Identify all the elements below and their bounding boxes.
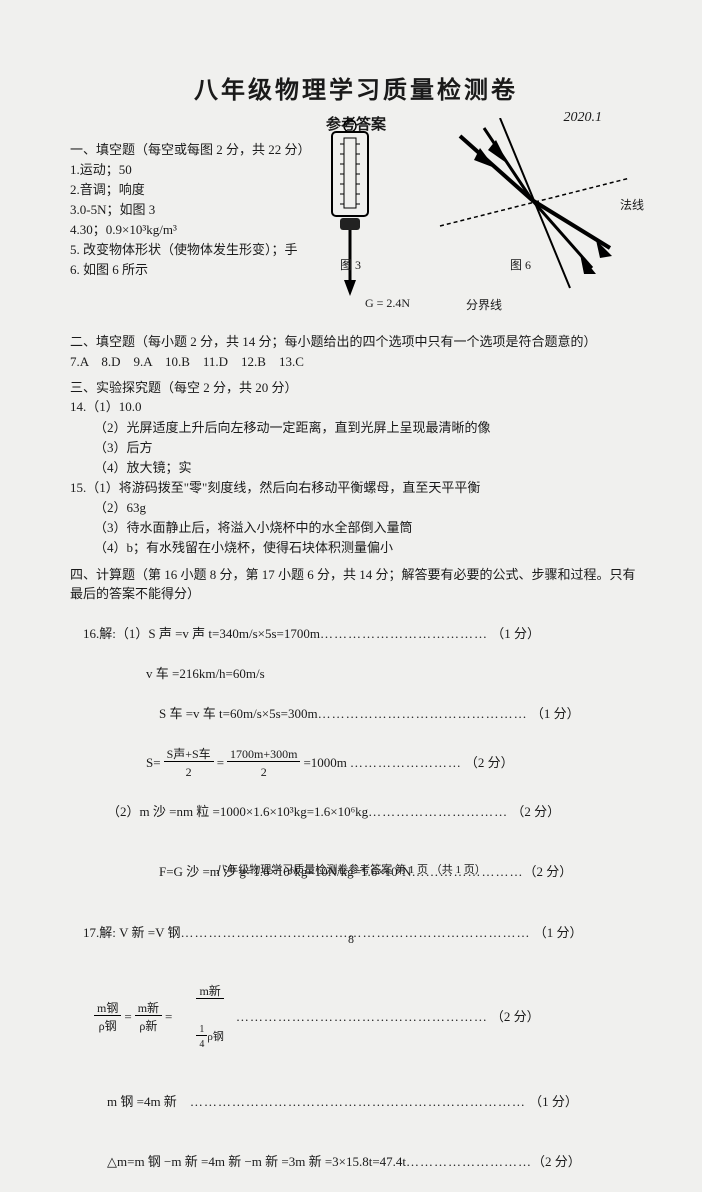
q16-4-r: =1000m: [303, 753, 346, 773]
sec4-head: 四、计算题（第 16 小题 8 分，第 17 小题 6 分，共 14 分；解答要…: [70, 565, 642, 604]
q17-2-n3: m新: [196, 984, 223, 999]
q15-2: （2）63g: [70, 498, 642, 518]
q16-4-d1: 2: [183, 765, 195, 779]
fig6-label: 图 6: [510, 256, 531, 273]
q16-5-score: （2 分）: [511, 804, 560, 819]
q17-2-d3b: 4: [196, 1039, 207, 1050]
q16-4-l: S=: [146, 753, 161, 773]
q17-2-m1: =: [124, 1007, 131, 1027]
fig6-fenjie: 分界线: [466, 296, 502, 313]
q16-1-text: 16.解:（1）S 声 =v 声 t=340m/s×5s=1700m: [83, 626, 320, 641]
q16-5: （2）m 沙 =nm 粒 =1000×1.6×10³kg=1.6×10⁶kg………: [70, 782, 642, 842]
q16-4: S= S声+S车2 = 1700m+300m2 =1000m …………………… …: [70, 745, 642, 782]
q16-3: S 车 =v 车 t=60m/s×5s=300m……………………………………… …: [70, 684, 642, 744]
q16-4-n2: 1700m+300m: [227, 747, 300, 762]
page-number: 8: [0, 932, 702, 947]
q16-4-n1: S声+S车: [164, 747, 214, 762]
fig6-faxian: 法线: [620, 196, 644, 213]
sec2-ans: 7.A 8.D 9.A 10.B 11.D 12.B 13.C: [70, 352, 642, 372]
q17-2-d3a: 1: [196, 1024, 207, 1036]
figures: 图 3 G = 2.4N 图 6 法线 分界线: [310, 118, 650, 308]
q16-1: 16.解:（1）S 声 =v 声 t=340m/s×5s=1700m…………………: [70, 604, 642, 664]
q17-4-score: （2 分）: [532, 1154, 581, 1169]
q15-3: （3）待水面静止后，将溢入小烧杯中的水全部倒入量筒: [70, 518, 642, 538]
q14-2: （2）光屏适度上升后向左移动一定距离，直到光屏上呈现最清晰的像: [70, 418, 642, 438]
sec3-head: 三、实验探究题（每空 2 分，共 20 分）: [70, 378, 642, 398]
q17-2-n2: m新: [135, 1001, 162, 1016]
q17-4: △m=m 钢 −m 新 =4m 新 −m 新 =3m 新 =3×15.8t=47…: [70, 1132, 642, 1192]
q17-2: m钢ρ钢 = m新ρ新 = m新 14 ρ钢 ………………………………………………: [70, 963, 642, 1071]
q15-1: 15.（1）将游码拨至"零"刻度线，然后向右移动平衡螺母，直至天平平衡: [70, 478, 642, 498]
q14-3: （3）后方: [70, 438, 642, 458]
q17-4-text: △m=m 钢 −m 新 =4m 新 −m 新 =3m 新 =3×15.8t=47…: [107, 1154, 406, 1169]
q16-4-d2: 2: [258, 765, 270, 779]
q16-5-text: （2）m 沙 =nm 粒 =1000×1.6×10³kg=1.6×10⁶kg: [107, 804, 368, 819]
q17-2-d2: ρ新: [136, 1019, 160, 1033]
q17-2-d3c: ρ钢: [207, 1029, 224, 1046]
q14-4: （4）放大镜；实: [70, 458, 642, 478]
q17-2-m2: =: [165, 1007, 172, 1027]
q16-3-score: （1 分）: [531, 706, 580, 721]
q17-3-text: m 钢 =4m 新: [107, 1094, 177, 1109]
fig3-gtext: G = 2.4N: [365, 296, 410, 311]
q16-2: v 车 =216km/h=60m/s: [70, 664, 642, 684]
q16-1-score: （1 分）: [491, 626, 540, 641]
q16-4-m: =: [217, 753, 224, 773]
page-title: 八年级物理学习质量检测卷: [70, 70, 642, 105]
fig3-label: 图 3: [340, 256, 361, 273]
q17-2-n1: m钢: [94, 1001, 121, 1016]
q17-3: m 钢 =4m 新 ……………………………………………………………… （1 分）: [70, 1071, 642, 1131]
q15-4: （4）b；有水残留在小烧杯，使得石块体积测量偏小: [70, 538, 642, 558]
sec2-head: 二、填空题（每小题 2 分，共 14 分；每小题给出的四个选项中只有一个选项是符…: [70, 332, 642, 352]
footer: 八年级物理学习质量检测卷参考答案 第 1 页 （共 1 页）: [0, 861, 702, 877]
q16-3-text: S 车 =v 车 t=60m/s×5s=300m: [159, 706, 318, 721]
q14-1: 14.（1）10.0: [70, 397, 642, 417]
q17-2-d1: ρ钢: [96, 1019, 120, 1033]
q17-2-score: （2 分）: [491, 1007, 540, 1027]
q17-3-score: （1 分）: [529, 1094, 578, 1109]
q16-4-score: （2 分）: [465, 753, 514, 773]
